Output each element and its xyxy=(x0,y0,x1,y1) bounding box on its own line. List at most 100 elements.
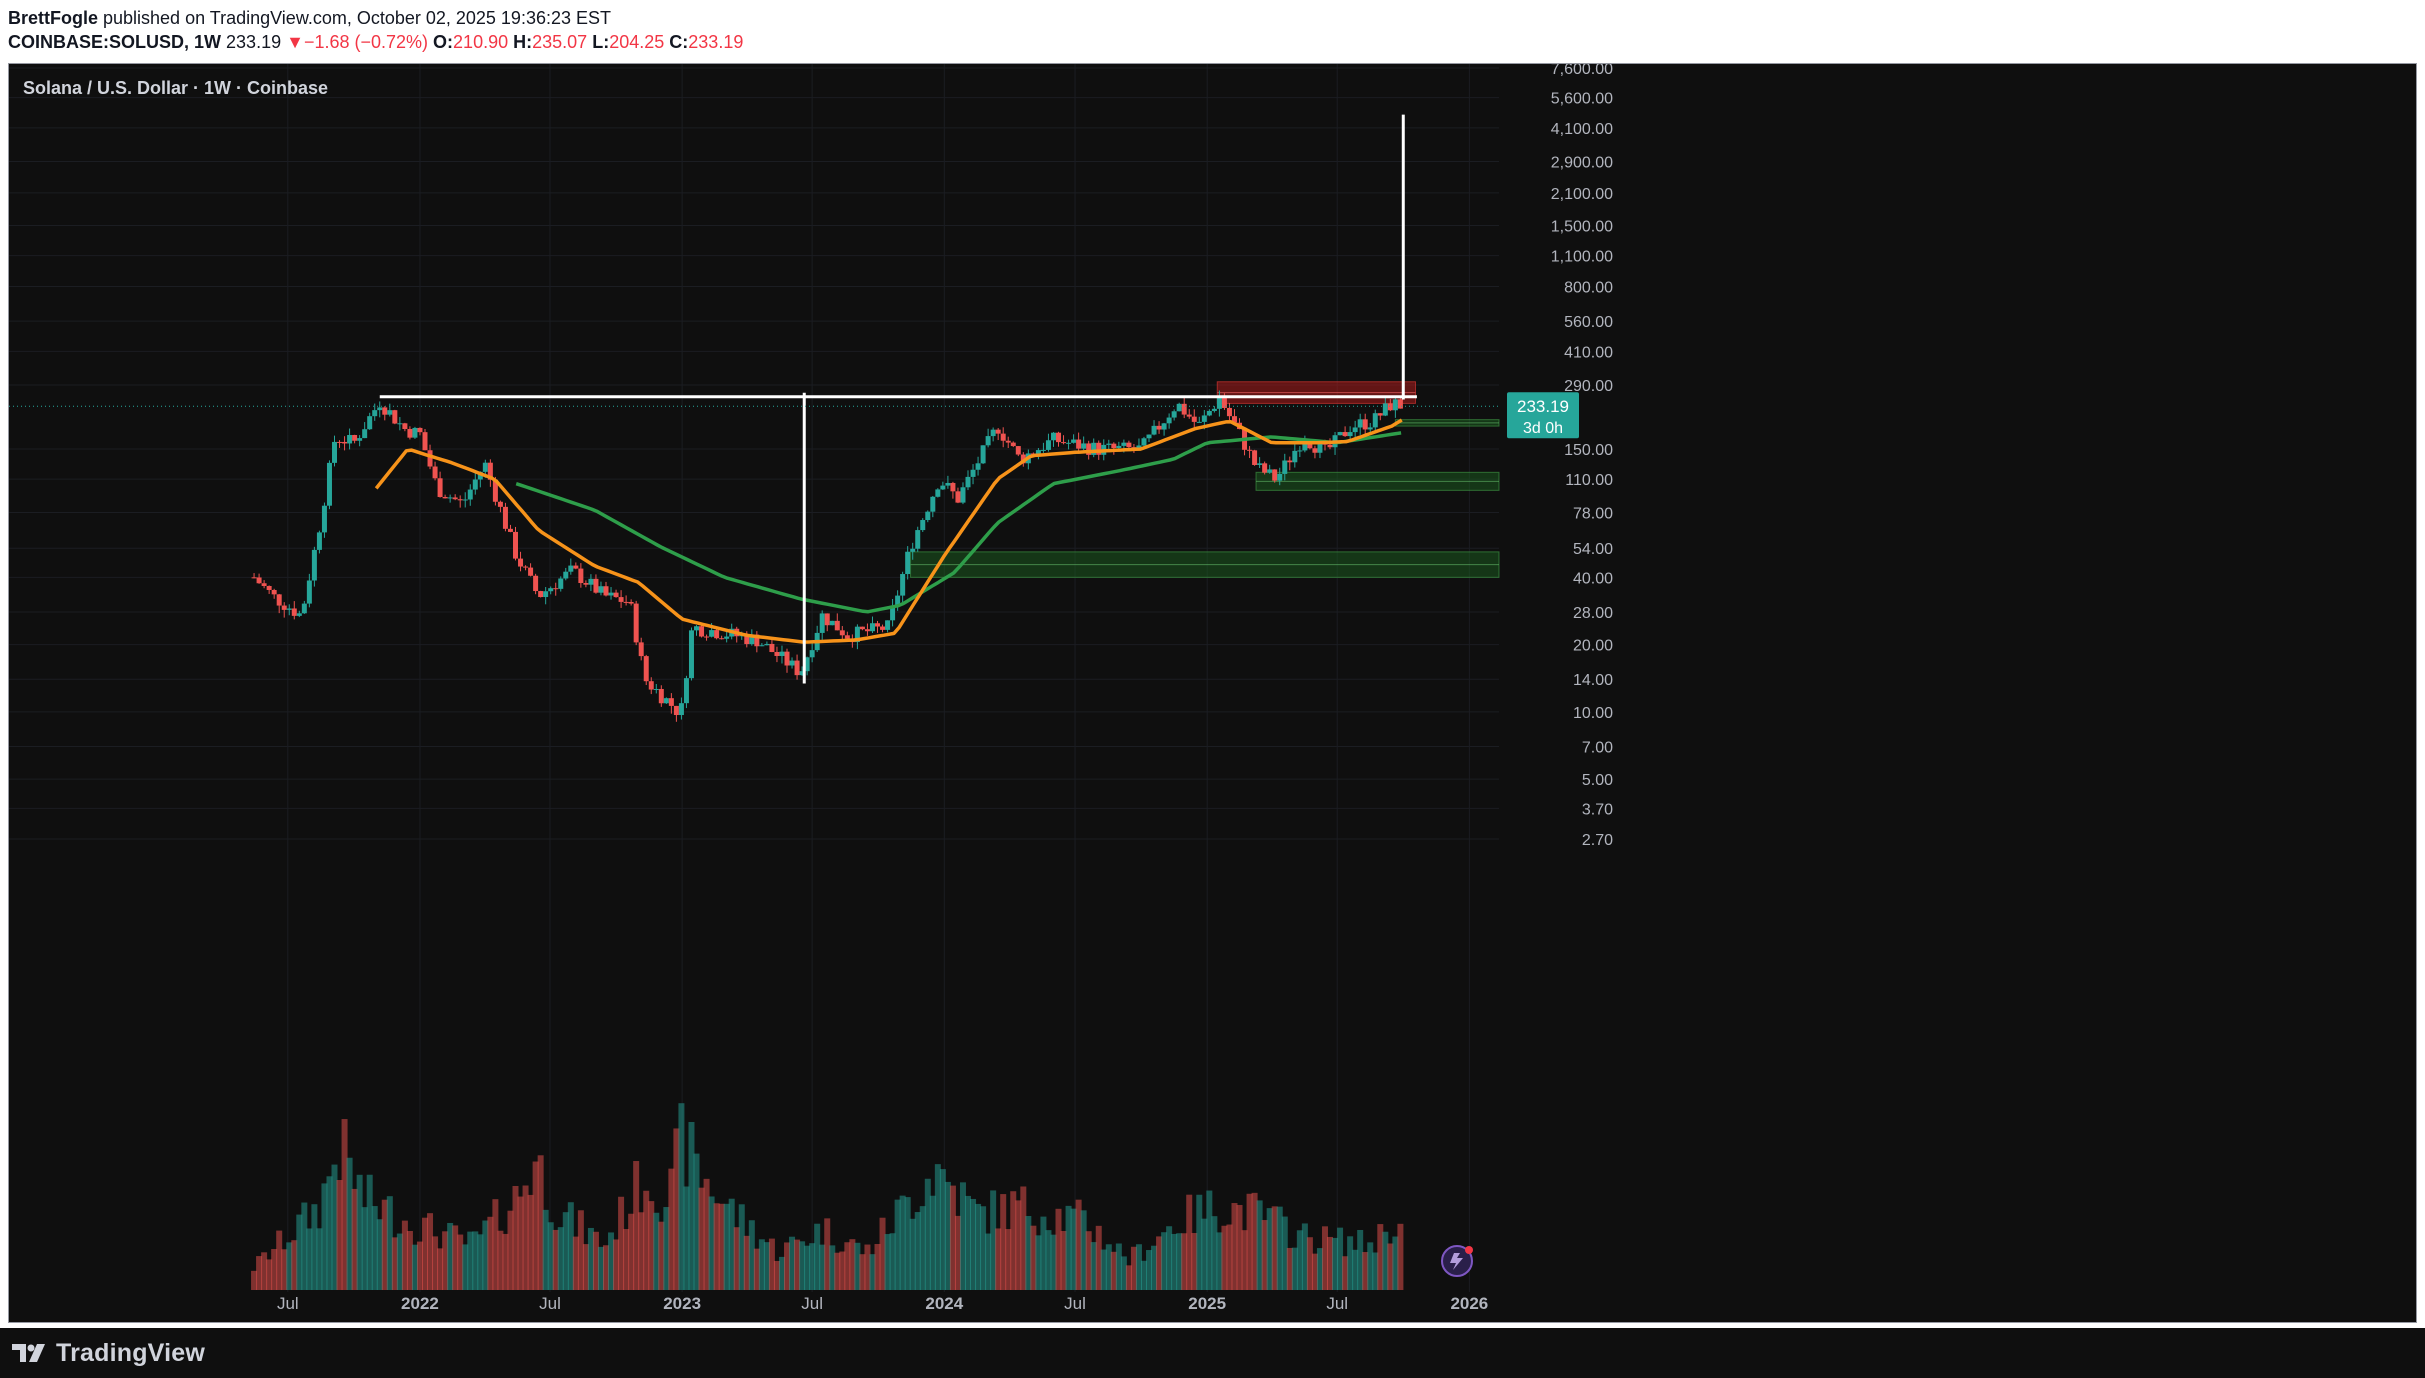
candle-body xyxy=(357,438,363,441)
candle-body xyxy=(392,410,398,424)
y-tick-label: 560.00 xyxy=(1564,314,1613,331)
volume-bar xyxy=(462,1244,469,1290)
volume-bar xyxy=(929,1195,936,1290)
candle-body xyxy=(1040,449,1046,451)
volume-bar xyxy=(306,1228,313,1290)
candle-body xyxy=(1171,411,1177,418)
candle-body xyxy=(1357,419,1363,428)
volume-bar xyxy=(799,1241,806,1290)
volume-bar xyxy=(683,1186,690,1290)
volume-bar xyxy=(532,1161,539,1290)
price-chart[interactable]: 7,600.00 5,600.00 4,100.00 2,900.00 2,100.00… xyxy=(9,64,2416,1322)
y-tick-label: 2,900.00 xyxy=(1551,155,1613,172)
volume-bar xyxy=(663,1207,670,1290)
volume-bar xyxy=(502,1233,509,1290)
candle-body xyxy=(1066,442,1072,444)
volume-bar xyxy=(965,1195,972,1290)
candle-body xyxy=(1156,425,1162,430)
volume-bar xyxy=(990,1190,997,1290)
price-axis[interactable]: 7,600.00 5,600.00 4,100.00 2,900.00 2,100.00… xyxy=(1551,64,1613,849)
candle-body xyxy=(749,634,755,645)
candle-body xyxy=(563,571,569,579)
x-tick-label: Jul xyxy=(801,1294,823,1313)
volume-bar xyxy=(1377,1224,1384,1290)
volume-bar xyxy=(954,1215,961,1290)
open-label: O: xyxy=(433,32,454,52)
chart-panel[interactable]: 7,600.00 5,600.00 4,100.00 2,900.00 2,100.00… xyxy=(8,63,2417,1323)
x-tick-label: 2025 xyxy=(1188,1294,1226,1313)
candle-body xyxy=(1282,460,1288,474)
tradingview-logo[interactable]: TradingView xyxy=(12,1336,205,1370)
volume-bar xyxy=(542,1209,549,1290)
volume-bar xyxy=(834,1252,841,1290)
volume-bar xyxy=(432,1236,439,1290)
candle-body xyxy=(1005,440,1011,443)
volume-bar xyxy=(794,1239,801,1290)
volume-bar xyxy=(567,1202,574,1290)
price-tag-value: 233.19 xyxy=(1517,397,1569,416)
volume-bar xyxy=(1296,1230,1303,1290)
time-axis[interactable]: Jul 2022 Jul 2023 Jul 2024 Jul 2025 Jul 2026 xyxy=(277,1294,1488,1313)
volume-bar xyxy=(743,1235,750,1290)
replay-icon[interactable] xyxy=(1441,1245,1473,1277)
volume-bar xyxy=(804,1245,811,1290)
volume-bar xyxy=(643,1190,650,1290)
candle-body xyxy=(533,575,539,592)
volume-bar xyxy=(980,1206,987,1290)
volume-bar xyxy=(1321,1226,1328,1290)
volume-bar xyxy=(824,1218,831,1290)
candle-body xyxy=(1267,469,1273,473)
candle-body xyxy=(799,671,805,676)
x-tick-label: 2026 xyxy=(1450,1294,1488,1313)
candle-body xyxy=(1020,454,1026,464)
candle-body xyxy=(1035,450,1041,455)
candle-body xyxy=(382,407,388,415)
volume-bar xyxy=(416,1241,423,1290)
volume-bar xyxy=(547,1222,554,1290)
volume-bar xyxy=(472,1231,479,1290)
candle-body xyxy=(1262,463,1268,473)
change-value: −1.68 (−0.72%) xyxy=(303,32,429,52)
y-tick-label: 20.00 xyxy=(1573,638,1613,655)
candle-body xyxy=(819,613,825,633)
volume-bar xyxy=(1120,1256,1127,1290)
candle-body xyxy=(880,626,886,630)
candle-body xyxy=(1362,419,1368,430)
candle-body xyxy=(945,482,951,486)
candle-body xyxy=(875,623,881,627)
volume-bar xyxy=(1211,1216,1218,1290)
author-name[interactable]: BrettFogle xyxy=(8,8,98,28)
candle-body xyxy=(1337,432,1343,436)
volume-bar xyxy=(995,1228,1002,1290)
candle-body xyxy=(1096,442,1102,455)
volume-bar xyxy=(638,1212,645,1290)
candle-body xyxy=(920,520,926,531)
candle-body xyxy=(1146,434,1152,439)
volume-bar xyxy=(366,1174,373,1290)
candle-body xyxy=(714,630,720,639)
candle-body xyxy=(774,652,780,656)
volume-bar xyxy=(1161,1232,1168,1290)
candle-body xyxy=(412,427,418,438)
candle-body xyxy=(839,630,845,636)
candle-body xyxy=(1347,432,1353,437)
volume-bar xyxy=(934,1164,941,1290)
volume-bar xyxy=(708,1196,715,1290)
volume-bar xyxy=(391,1237,398,1290)
volume-bar xyxy=(688,1121,695,1290)
candle-body xyxy=(1151,425,1157,435)
candle-body xyxy=(694,626,700,631)
volume-bar xyxy=(1266,1208,1273,1290)
candle-body xyxy=(588,578,594,585)
candle-body xyxy=(769,643,775,653)
candle-body xyxy=(638,642,644,657)
volume-bar xyxy=(693,1153,700,1290)
x-tick-label: Jul xyxy=(277,1294,299,1313)
volume-bar xyxy=(628,1213,635,1290)
volume-bar xyxy=(482,1220,489,1290)
candle-body xyxy=(467,489,473,500)
lightning-glyph xyxy=(1450,1253,1463,1270)
candle-body xyxy=(281,605,287,610)
volume-bar xyxy=(1357,1229,1364,1290)
y-tick-label: 40.00 xyxy=(1573,570,1613,587)
